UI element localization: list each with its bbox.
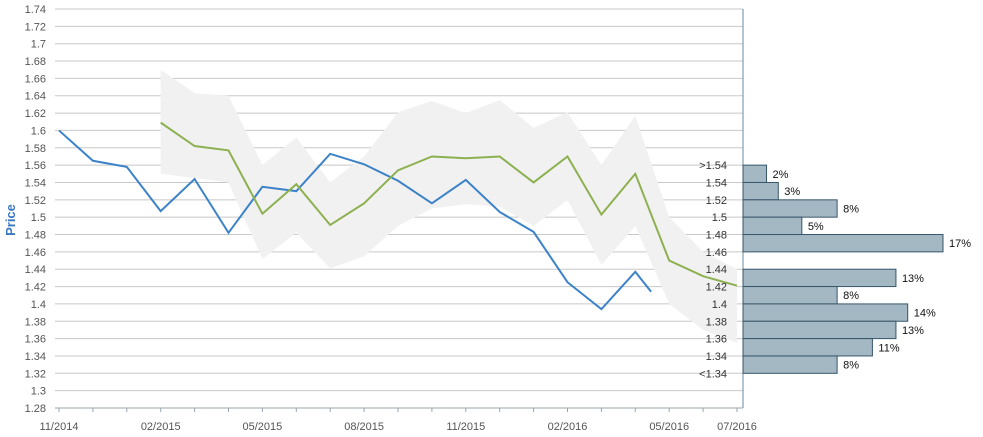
- distribution-bin-label: 1.4: [712, 299, 727, 311]
- y-tick-label: 1.74: [25, 4, 46, 16]
- y-tick-label: 1.6: [31, 125, 46, 137]
- distribution-bar: [742, 234, 944, 253]
- distribution-bin-label: 1.38: [706, 316, 727, 328]
- distribution-percent-label: 2%: [773, 169, 789, 181]
- y-tick-label: 1.48: [25, 230, 46, 242]
- distribution-percent-label: 3%: [784, 186, 800, 198]
- distribution-bin-label: 1.34: [706, 351, 727, 363]
- x-tick-label: 11/2014: [40, 421, 79, 433]
- distribution-bin-label: <1.34: [699, 368, 727, 380]
- y-tick-label: 1.62: [25, 108, 46, 120]
- y-tick-label: 1.46: [25, 247, 46, 259]
- y-tick-labels: 1.28 1.3 1.32 1.34 1.36 1.38 1.4 1.42 1.44 1.46 1.…: [25, 4, 46, 415]
- distribution-percent-label: 13%: [902, 325, 924, 337]
- y-tick-label: 1.44: [25, 264, 46, 276]
- distribution-percent-label: 5%: [808, 221, 824, 233]
- price-distribution: >1.54 2% 1.54 3% 1.52 8% 1.5 5% 1.48 17% 1.46 1.44 1…: [699, 160, 971, 380]
- forecast-range-band: [160, 69, 737, 343]
- distribution-bin-label: 1.36: [706, 334, 727, 346]
- y-tick-label: 1.68: [25, 56, 46, 68]
- y-tick-label: 1.52: [25, 195, 46, 207]
- distribution-percent-label: 8%: [843, 290, 859, 302]
- distribution-bin-label: 1.54: [706, 177, 727, 189]
- y-tick-label: 1.56: [25, 160, 46, 172]
- y-tick-label: 1.72: [25, 21, 46, 33]
- y-tick-label: 1.4: [31, 299, 46, 311]
- distribution-percent-label: 11%: [878, 342, 899, 354]
- x-tick-label: 02/2015: [141, 421, 181, 433]
- distribution-bar: [742, 181, 779, 201]
- distribution-bin-label: 1.48: [706, 230, 727, 242]
- distribution-bar: [742, 303, 909, 322]
- y-tick-label: 1.58: [25, 143, 46, 155]
- y-tick-label: 1.66: [25, 73, 46, 85]
- y-tick-label: 1.64: [25, 91, 46, 103]
- distribution-bin-label: 1.42: [706, 282, 727, 294]
- y-tick-label: 1.32: [25, 368, 46, 380]
- x-tick-label: 05/2016: [649, 421, 689, 433]
- distribution-percent-label: 8%: [843, 204, 859, 216]
- y-tick-label: 1.34: [25, 351, 46, 363]
- distribution-percent-label: 17%: [949, 238, 971, 250]
- x-tick-label: 11/2015: [446, 421, 485, 433]
- x-tick-label: 02/2016: [548, 421, 588, 433]
- distribution-bar: [742, 320, 897, 340]
- y-tick-label: 1.38: [25, 316, 46, 328]
- x-tick-label: 05/2015: [243, 421, 283, 433]
- x-tick-label: 08/2015: [344, 421, 384, 433]
- distribution-bar: [742, 268, 897, 288]
- distribution-bin-label: 1.44: [706, 264, 727, 276]
- y-axis-title: Price: [3, 204, 18, 236]
- distribution-bar: [742, 355, 838, 374]
- y-tick-label: 1.42: [25, 282, 46, 294]
- x-tick-label: 07/2016: [717, 421, 757, 433]
- distribution-bar: [742, 286, 838, 305]
- series-lines: [58, 121, 738, 311]
- distribution-bin-label: 1.46: [706, 247, 727, 259]
- distribution-bar: [742, 216, 803, 236]
- distribution-bin-label: 1.52: [706, 195, 727, 207]
- distribution-bar: [742, 199, 838, 218]
- y-tick-label: 1.5: [31, 212, 46, 224]
- distribution-percent-label: 14%: [914, 308, 936, 320]
- y-tick-label: 1.54: [25, 177, 46, 189]
- y-tick-label: 1.3: [31, 386, 46, 398]
- y-tick-label: 1.36: [25, 334, 46, 346]
- forecast-line: [160, 121, 738, 287]
- y-tick-label: 1.28: [25, 403, 46, 415]
- x-tick-labels: 11/2014 02/2015 05/2015 08/2015 11/2015 02/20…: [40, 421, 757, 433]
- y-tick-label: 1.7: [31, 39, 46, 51]
- distribution-bar: [742, 338, 873, 357]
- distribution-bin-label: 1.5: [712, 212, 727, 224]
- distribution-bar: [742, 164, 768, 183]
- distribution-percent-label: 13%: [902, 273, 924, 285]
- price-line: [58, 129, 652, 311]
- forecast-band: [160, 69, 737, 343]
- distribution-percent-label: 8%: [843, 360, 859, 372]
- distribution-bin-label: >1.54: [699, 160, 727, 172]
